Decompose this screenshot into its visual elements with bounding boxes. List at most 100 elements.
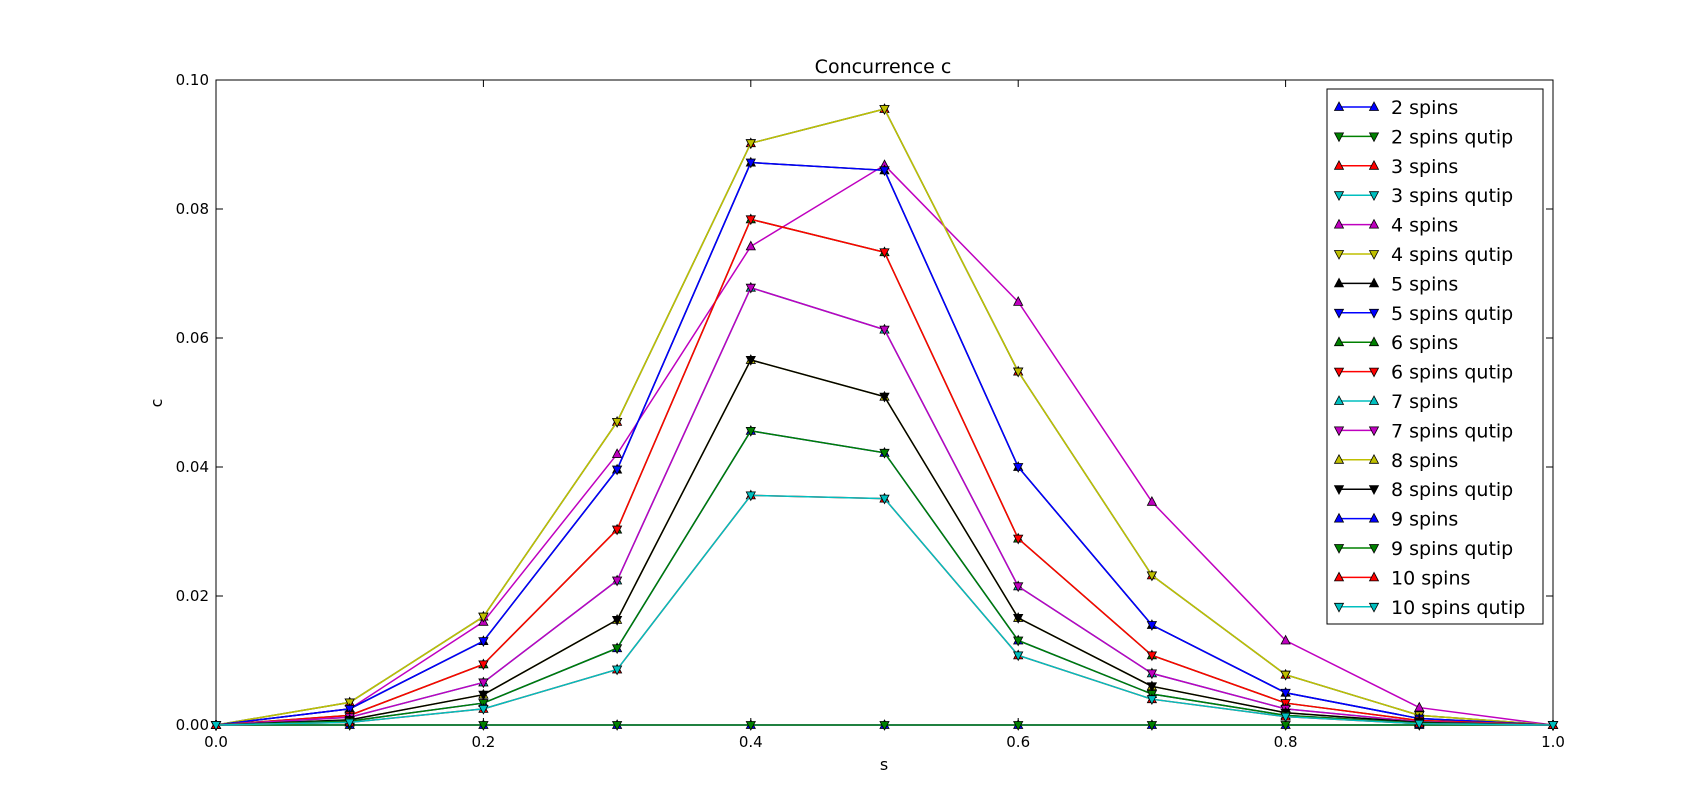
x-tick-label: 0.8 (1274, 733, 1298, 751)
data-point (1146, 571, 1158, 582)
legend-marker (1333, 308, 1345, 319)
legend-item: 9 spins qutip (1333, 538, 1513, 560)
legend-item: 3 spins (1333, 156, 1458, 178)
data-point (1280, 670, 1291, 681)
legend-marker (1368, 277, 1380, 288)
data-point (1013, 651, 1024, 662)
legend-label: 8 spins (1391, 450, 1458, 472)
data-point (478, 678, 489, 689)
y-tick-label: 0.06 (176, 329, 209, 347)
legend-label: 6 spins qutip (1391, 362, 1513, 384)
x-axis-title: s (880, 755, 888, 774)
y-tick-label: 0.10 (176, 71, 209, 89)
y-tick-label: 0.08 (176, 200, 209, 218)
x-tick-label: 0.4 (739, 733, 763, 751)
legend-label: 10 spins qutip (1391, 597, 1525, 619)
data-point (1146, 695, 1158, 706)
legend-marker (1333, 191, 1345, 202)
legend-item: 7 spins qutip (1333, 420, 1513, 442)
legend-label: 2 spins (1391, 97, 1458, 119)
legend-marker (1368, 191, 1380, 202)
data-point (879, 448, 890, 459)
x-tick-label: 0.0 (204, 733, 228, 751)
series-18 (210, 491, 1559, 731)
data-point (1280, 634, 1291, 645)
data-point (611, 665, 623, 676)
series-8 (210, 158, 1559, 731)
legend-label: 3 spins qutip (1391, 185, 1513, 207)
legend: 2 spins 2 spins qutip 3 spins 3 spins qutip… (1326, 88, 1544, 625)
data-point (745, 158, 756, 169)
x-tick-label: 0.6 (1006, 733, 1030, 751)
data-point (611, 417, 623, 428)
legend-item: 5 spins (1333, 273, 1458, 295)
x-tick-label: 1.0 (1541, 733, 1565, 751)
legend-marker (1333, 101, 1345, 111)
y-axis-title: c (147, 399, 166, 408)
legend-label: 7 spins qutip (1391, 420, 1513, 442)
data-point (611, 525, 623, 536)
data-point (478, 612, 489, 623)
legend-marker (1333, 426, 1345, 437)
legend-item: 6 spins (1333, 332, 1458, 354)
data-point (478, 660, 489, 671)
legend-marker (1333, 571, 1345, 582)
legend-marker (1333, 544, 1345, 554)
data-point (1547, 721, 1559, 731)
data-point (478, 704, 489, 715)
data-point (879, 248, 890, 259)
legend-item: 2 spins qutip (1333, 126, 1513, 148)
legend-marker (1333, 367, 1345, 378)
legend-item: 9 spins (1333, 509, 1458, 531)
legend-marker (1368, 544, 1380, 554)
legend-label: 4 spins (1391, 215, 1458, 237)
legend-label: 3 spins (1391, 156, 1458, 178)
data-point (745, 240, 756, 251)
data-point (745, 139, 756, 150)
data-point (1280, 688, 1291, 699)
data-point (1280, 712, 1291, 723)
legend-item: 8 spins qutip (1333, 479, 1513, 501)
legend-marker (1368, 132, 1380, 143)
legend-marker (1368, 426, 1380, 437)
legend-marker (1368, 602, 1380, 613)
legend-marker (1333, 602, 1345, 613)
legend-marker (1368, 367, 1380, 378)
data-point (879, 325, 890, 336)
data-point (478, 690, 489, 701)
data-point (1013, 582, 1024, 593)
data-point (1146, 621, 1158, 631)
legend-label: 4 spins qutip (1391, 244, 1513, 266)
data-point (611, 721, 623, 731)
legend-label: 5 spins (1391, 273, 1458, 295)
y-tick-label: 0.00 (176, 716, 209, 734)
data-point (611, 448, 623, 459)
data-point (1013, 721, 1024, 731)
legend-item: 10 spins qutip (1333, 597, 1525, 619)
x-tick-label: 0.2 (471, 733, 495, 751)
legend-marker (1368, 308, 1380, 319)
data-point (611, 465, 623, 476)
legend-label: 6 spins (1391, 332, 1458, 354)
legend-marker (1333, 159, 1345, 170)
y-tick-label: 0.02 (176, 587, 209, 605)
data-point (745, 283, 756, 294)
legend-item: 5 spins qutip (1333, 303, 1513, 325)
data-point (745, 215, 756, 226)
legend-item: 4 spins (1333, 215, 1458, 237)
legend-marker (1368, 159, 1380, 170)
legend-marker (1333, 512, 1345, 523)
series-layer (210, 103, 1559, 731)
legend-label: 7 spins (1391, 391, 1458, 413)
data-point (1013, 296, 1024, 306)
legend-marker (1333, 395, 1345, 405)
y-axis: 0.00 0.02 0.04 0.06 0.08 0.10 (176, 71, 1553, 734)
data-point (1146, 669, 1158, 680)
data-point (1013, 636, 1024, 647)
y-tick-label: 0.04 (176, 458, 209, 476)
legend-marker (1368, 336, 1380, 347)
legend-label: 9 spins qutip (1391, 538, 1513, 560)
legend-marker (1368, 485, 1380, 496)
legend-marker (1333, 277, 1345, 288)
